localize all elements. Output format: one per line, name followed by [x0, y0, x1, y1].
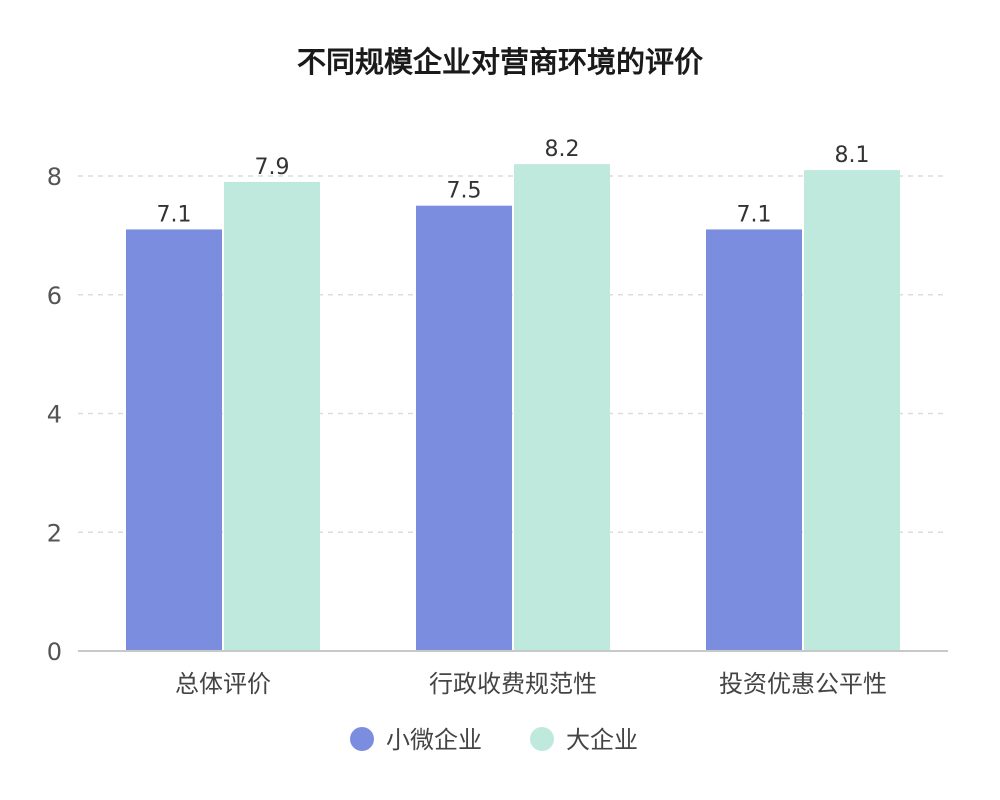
bar: [706, 229, 802, 651]
data-label: 7.5: [447, 179, 482, 204]
x-tick-label: 行政收费规范性: [429, 670, 597, 698]
bar: [126, 229, 222, 651]
x-tick-label: 总体评价: [175, 670, 271, 698]
legend: 小微企业 大企业: [350, 726, 638, 754]
data-label: 7.9: [255, 155, 290, 180]
chart-title: 不同规模企业对营商环境的评价: [297, 45, 704, 79]
x-tick-label: 投资优惠公平性: [719, 670, 887, 698]
legend-marker: [530, 727, 554, 751]
legend-marker: [350, 727, 374, 751]
y-tick-label: 4: [47, 401, 62, 429]
bar: [416, 205, 512, 651]
legend-label: 大企业: [566, 726, 638, 754]
y-axis-ticks: 0 2 4 6 8: [47, 163, 62, 666]
y-tick-label: 0: [47, 638, 62, 666]
legend-label: 小微企业: [386, 726, 482, 754]
bar: [224, 181, 320, 651]
y-tick-label: 8: [47, 163, 62, 191]
data-label: 7.1: [737, 202, 772, 227]
bar: [804, 170, 900, 651]
y-tick-label: 6: [47, 282, 62, 310]
data-labels: 7.1 7.9 7.5 8.2 7.1 8.1: [157, 137, 870, 227]
bars: [126, 164, 900, 651]
x-axis-categories: 总体评价 行政收费规范性 投资优惠公平性: [175, 670, 887, 698]
gridlines: [78, 175, 948, 533]
bar: [514, 164, 610, 651]
data-label: 7.1: [157, 202, 192, 227]
y-tick-label: 2: [47, 519, 62, 547]
data-label: 8.2: [545, 137, 580, 162]
data-label: 8.1: [835, 143, 870, 168]
